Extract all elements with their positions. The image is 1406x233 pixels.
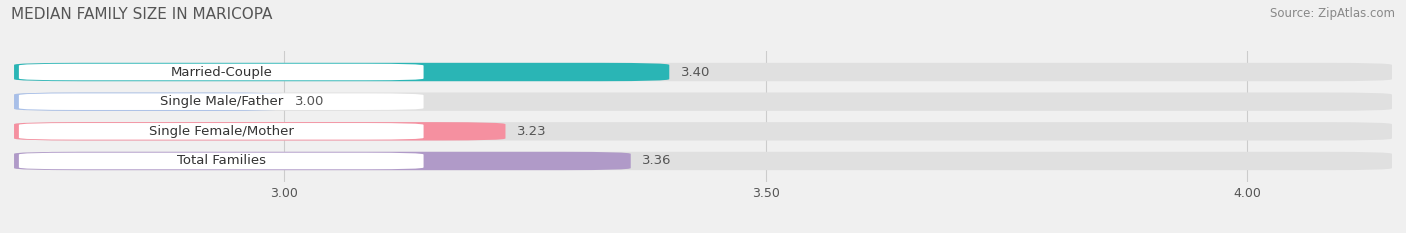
FancyBboxPatch shape	[14, 122, 506, 140]
FancyBboxPatch shape	[18, 123, 423, 140]
Text: Married-Couple: Married-Couple	[170, 65, 273, 79]
Text: 3.40: 3.40	[681, 65, 710, 79]
FancyBboxPatch shape	[14, 93, 1392, 111]
FancyBboxPatch shape	[18, 64, 423, 80]
Text: Single Female/Mother: Single Female/Mother	[149, 125, 294, 138]
Text: MEDIAN FAMILY SIZE IN MARICOPA: MEDIAN FAMILY SIZE IN MARICOPA	[11, 7, 273, 22]
FancyBboxPatch shape	[18, 153, 423, 169]
FancyBboxPatch shape	[14, 63, 669, 81]
FancyBboxPatch shape	[18, 93, 423, 110]
Text: 3.23: 3.23	[517, 125, 547, 138]
Text: Single Male/Father: Single Male/Father	[160, 95, 283, 108]
FancyBboxPatch shape	[14, 152, 1392, 170]
Text: 3.00: 3.00	[295, 95, 325, 108]
Text: 3.36: 3.36	[643, 154, 672, 168]
FancyBboxPatch shape	[14, 63, 1392, 81]
FancyBboxPatch shape	[14, 152, 631, 170]
Text: Source: ZipAtlas.com: Source: ZipAtlas.com	[1270, 7, 1395, 20]
Text: Total Families: Total Families	[177, 154, 266, 168]
FancyBboxPatch shape	[14, 93, 284, 111]
FancyBboxPatch shape	[14, 122, 1392, 140]
